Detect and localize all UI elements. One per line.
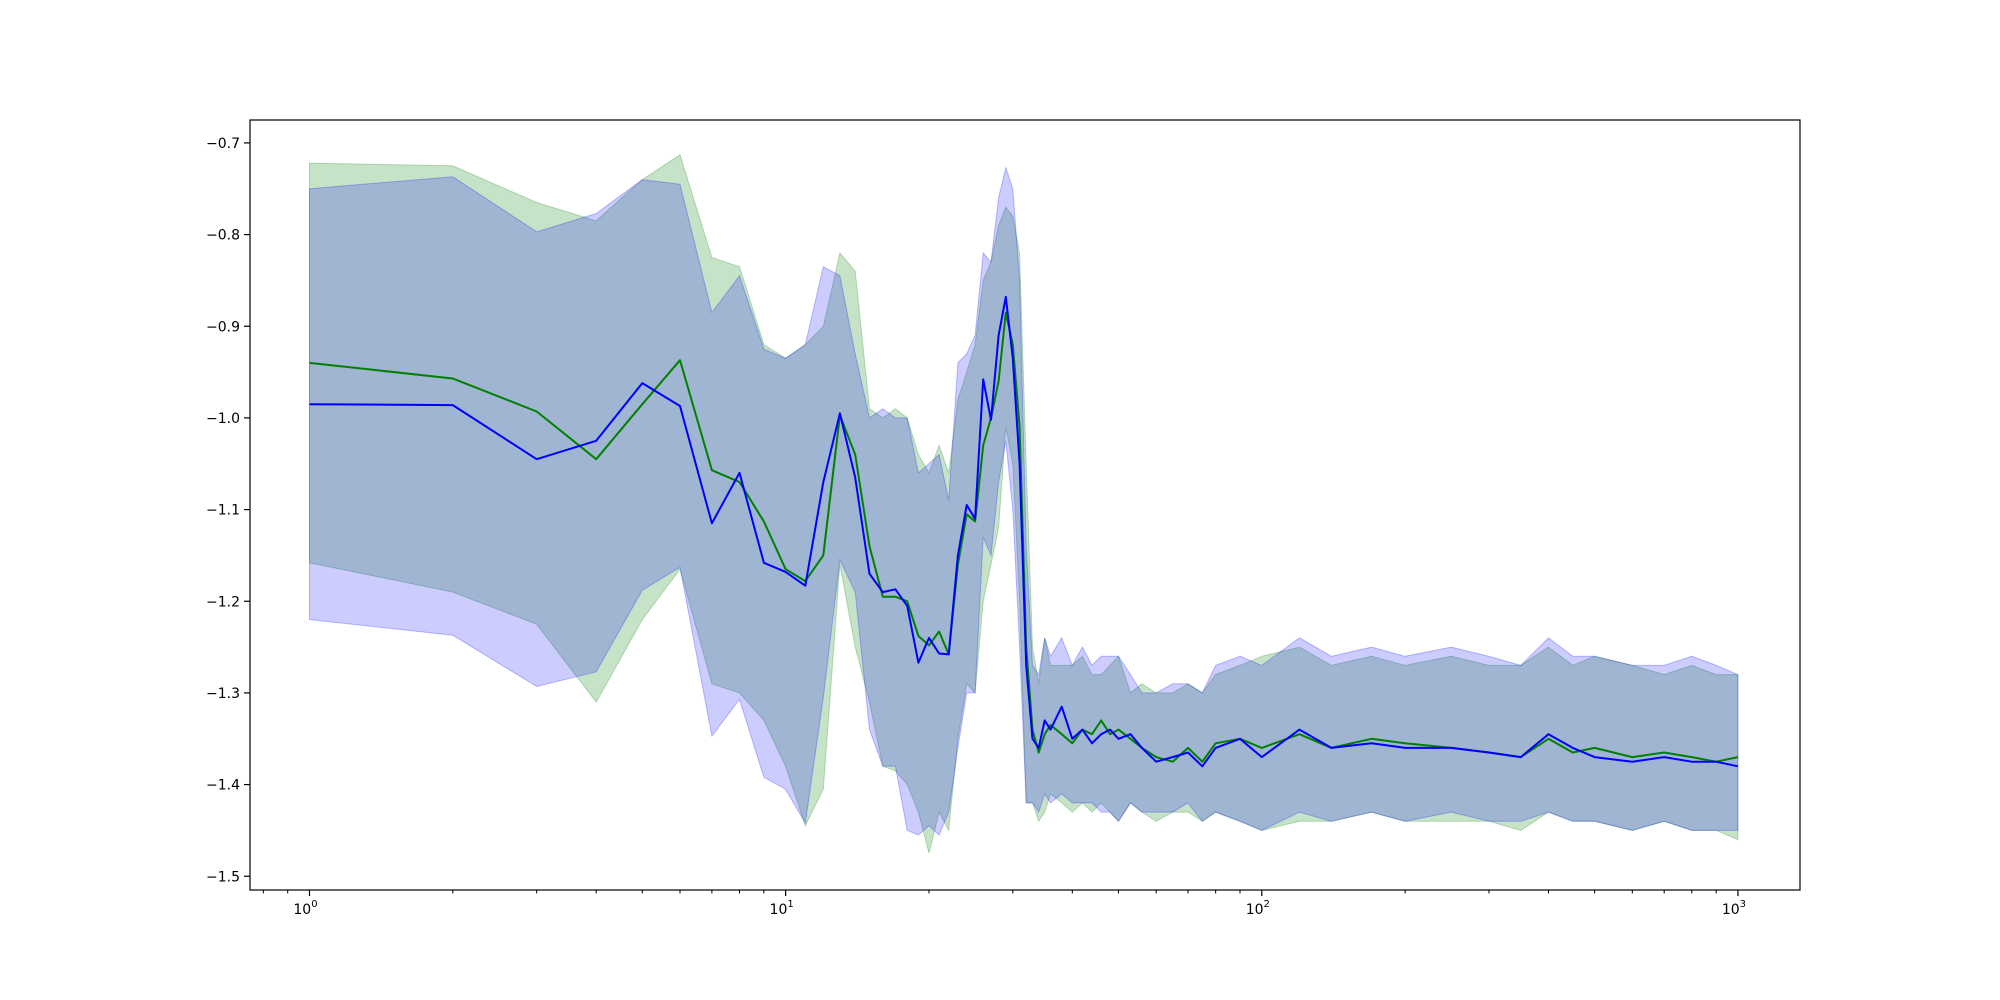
x-tick-label-1: 100 — [293, 899, 317, 918]
band-series-1 — [309, 154, 1739, 854]
x-tick-label-2: 101 — [770, 899, 794, 918]
y-tick-label-6: −1.2 — [206, 594, 240, 610]
confidence-bands — [309, 154, 1739, 854]
y-tick-label-9: −1.5 — [206, 869, 240, 885]
line-series-1 — [309, 311, 1739, 763]
y-tick-label-2: −0.8 — [206, 228, 240, 244]
y-tick-label-8: −1.4 — [206, 778, 240, 794]
band-series-2 — [309, 165, 1739, 836]
y-tick-label-1: −0.7 — [206, 136, 240, 152]
plot-frame — [249, 119, 1801, 891]
x-axis: 100 101 102 103 — [262, 890, 1746, 918]
x-tick-label-3: 102 — [1246, 899, 1270, 918]
y-tick-label-4: −1.0 — [206, 411, 240, 427]
y-tick-label-7: −1.3 — [206, 686, 240, 702]
y-tick-label-5: −1.1 — [206, 503, 240, 519]
line-series-2 — [309, 295, 1739, 768]
y-tick-label-3: −0.9 — [206, 319, 240, 335]
x-tick-label-4: 103 — [1722, 899, 1746, 918]
y-axis: −0.7 −0.8 −0.9 −1.0 −1.1 −1.2 −1.3 −1.4 −1.5 — [206, 136, 250, 885]
series-lines — [309, 295, 1739, 768]
